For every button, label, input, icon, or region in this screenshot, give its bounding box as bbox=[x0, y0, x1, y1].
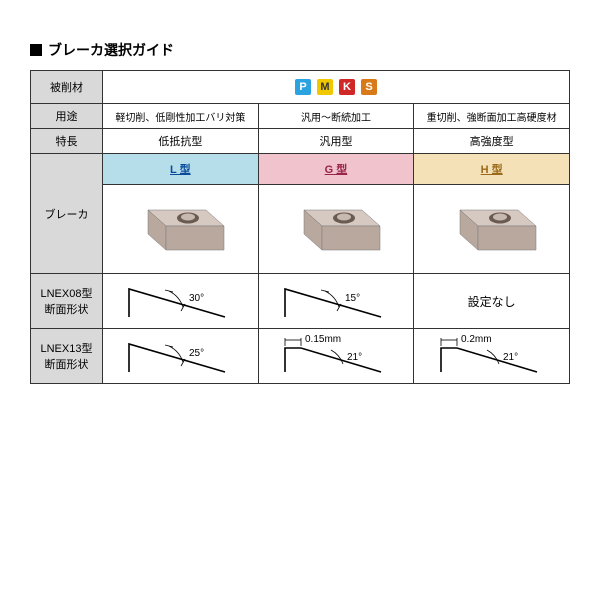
cross-section-icon: 25° bbox=[115, 332, 245, 378]
material-badge-m: M bbox=[317, 79, 333, 95]
rowhead-usage: 用途 bbox=[31, 104, 103, 129]
feature-cell: 低抵抗型 bbox=[103, 129, 259, 154]
svg-text:30°: 30° bbox=[189, 293, 204, 304]
lnex13-cell: 0.15mm 21° bbox=[258, 329, 414, 384]
rowhead-material: 被削材 bbox=[31, 71, 103, 104]
insert-image-cell bbox=[414, 185, 570, 274]
rowhead-lnex13: LNEX13型 断面形状 bbox=[31, 329, 103, 384]
usage-cell: 重切削、強断面加工高硬度材 bbox=[414, 104, 570, 129]
material-cell: PMKS bbox=[103, 71, 570, 104]
insert-icon bbox=[442, 196, 542, 260]
svg-text:15°: 15° bbox=[345, 293, 360, 304]
svg-text:0.15mm: 0.15mm bbox=[305, 334, 341, 345]
insert-image-cell bbox=[258, 185, 414, 274]
feature-cell: 高強度型 bbox=[414, 129, 570, 154]
svg-text:21°: 21° bbox=[503, 352, 518, 363]
svg-text:0.2mm: 0.2mm bbox=[461, 334, 492, 345]
rowhead-breaker: ブレーカ bbox=[31, 154, 103, 274]
material-badge-k: K bbox=[339, 79, 355, 95]
cross-section-icon: 30° bbox=[115, 277, 245, 323]
material-badge-p: P bbox=[295, 79, 311, 95]
usage-cell: 汎用～断続加工 bbox=[258, 104, 414, 129]
section-title: ブレーカ選択ガイド bbox=[30, 40, 570, 60]
breaker-guide-table: 被削材 PMKS 用途 軽切削、低剛性加工バリ対策汎用～断続加工重切削、強断面加… bbox=[30, 70, 570, 384]
rowhead-lnex08: LNEX08型 断面形状 bbox=[31, 274, 103, 329]
lnex08-cell: 15° bbox=[258, 274, 414, 329]
cross-section-icon: 0.2mm 21° bbox=[427, 332, 557, 378]
rowhead-feature: 特長 bbox=[31, 129, 103, 154]
usage-cell: 軽切削、低剛性加工バリ対策 bbox=[103, 104, 259, 129]
svg-text:25°: 25° bbox=[189, 348, 204, 359]
title-text: ブレーカ選択ガイド bbox=[48, 40, 174, 60]
material-badge-s: S bbox=[361, 79, 377, 95]
feature-cell: 汎用型 bbox=[258, 129, 414, 154]
lnex13-cell: 25° bbox=[103, 329, 259, 384]
svg-text:21°: 21° bbox=[347, 352, 362, 363]
cross-section-icon: 0.15mm 21° bbox=[271, 332, 401, 378]
type-header-cell: G 型 bbox=[258, 154, 414, 185]
insert-icon bbox=[130, 196, 230, 260]
title-marker-icon bbox=[30, 44, 42, 56]
type-header-cell: H 型 bbox=[414, 154, 570, 185]
insert-image-cell bbox=[103, 185, 259, 274]
cross-section-icon: 15° bbox=[271, 277, 401, 323]
lnex08-cell: 30° bbox=[103, 274, 259, 329]
lnex13-cell: 0.2mm 21° bbox=[414, 329, 570, 384]
lnex08-cell: 設定なし bbox=[414, 274, 570, 329]
insert-icon bbox=[286, 196, 386, 260]
type-header-cell: L 型 bbox=[103, 154, 259, 185]
